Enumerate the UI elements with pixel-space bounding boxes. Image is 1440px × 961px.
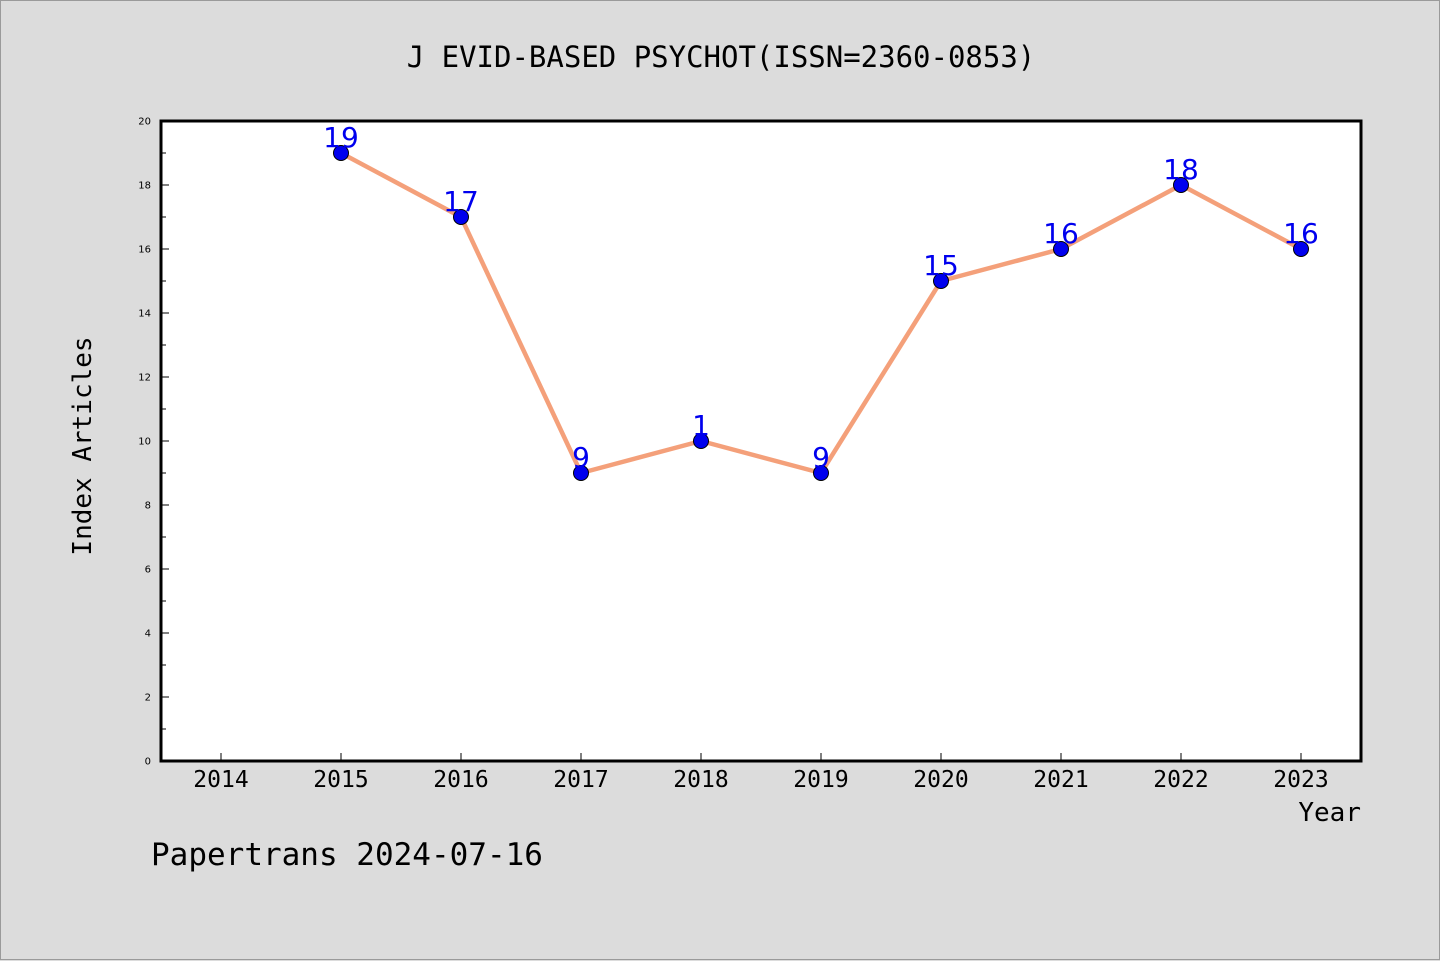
data-point [813,465,829,481]
y-tick-label: 8 [145,501,151,512]
data-label: 9 [812,441,830,474]
y-axis: 0 2 4 6 8 10 12 14 16 18 20 [138,117,169,768]
data-label: 1 [692,409,710,442]
data-point [333,145,349,161]
data-label: 15 [923,249,959,282]
data-point [1173,177,1189,193]
x-tick-label: 2022 [1153,767,1208,793]
data-label: 17 [443,185,479,218]
x-tick-label: 2014 [193,767,248,793]
y-tick-label: 20 [138,117,151,128]
x-tick-label: 2019 [793,767,848,793]
data-label: 16 [1043,217,1079,250]
y-tick-label: 16 [138,245,151,256]
y-tick-label: 0 [145,757,151,768]
data-point [933,273,949,289]
data-label: 18 [1163,153,1199,186]
data-label: 9 [572,441,590,474]
x-tick-label: 2017 [553,767,608,793]
x-tick-label: 2018 [673,767,728,793]
data-point [453,209,469,225]
x-axis: 2014 2015 2016 2017 2018 2019 2020 2021 2022 2023 [193,753,1329,793]
y-tick-label: 6 [145,565,151,576]
x-tick-label: 2015 [313,767,368,793]
data-point [1053,241,1069,257]
data-point [1293,241,1309,257]
y-tick-label: 2 [145,693,151,704]
data-label: 16 [1283,217,1319,250]
y-tick-label: 14 [138,309,151,320]
x-tick-label: 2016 [433,767,488,793]
x-tick-label: 2023 [1273,767,1328,793]
data-label: 19 [323,121,359,154]
y-tick-label: 4 [145,629,151,640]
y-tick-label: 10 [138,437,151,448]
x-tick-label: 2021 [1033,767,1088,793]
y-axis-label: Index Articles [68,336,98,555]
x-tick-label: 2020 [913,767,968,793]
plot-area [159,119,1363,763]
data-point [573,465,589,481]
chart-title: J EVID-BASED PSYCHOT(ISSN=2360-0853) [407,40,1036,74]
y-tick-label: 18 [138,181,151,192]
y-tick-label: 12 [138,373,151,384]
footer-text: Papertrans 2024-07-16 [151,837,543,873]
x-axis-label: Year [1298,798,1361,828]
data-point [693,433,709,449]
